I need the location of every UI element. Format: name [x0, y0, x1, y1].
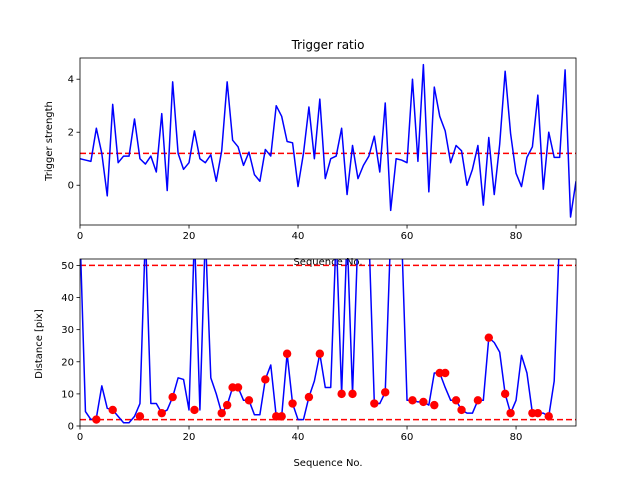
data-point — [348, 389, 357, 399]
data-point — [419, 397, 428, 407]
data-point — [484, 333, 493, 342]
x-tick-label: 60 — [401, 231, 414, 242]
reference-lines — [80, 264, 576, 421]
y-axis-label: Distance [pix] — [34, 309, 45, 379]
y-axis-label: Trigger strength — [44, 101, 55, 182]
data-point — [544, 412, 553, 421]
axis-ticks: 0 20 40 60 80 0 2 4 — [68, 75, 523, 242]
data-point — [157, 408, 166, 418]
data-point — [233, 383, 243, 392]
data-point — [430, 400, 439, 410]
data-point — [217, 408, 226, 418]
y-tick-label: 50 — [61, 261, 74, 272]
data-point — [135, 412, 145, 421]
data-point — [244, 396, 254, 405]
data-point — [370, 399, 379, 408]
x-tick-label: 20 — [183, 231, 196, 242]
data-point — [282, 349, 292, 358]
data-point — [288, 399, 297, 408]
data-point — [451, 396, 461, 405]
x-tick-label: 20 — [183, 432, 196, 443]
data-point — [440, 368, 450, 378]
y-tick-label: 0 — [68, 181, 74, 192]
y-tick-label: 2 — [68, 128, 74, 139]
axis-ticks: 0 20 40 60 80 0 10 20 30 40 50 — [61, 261, 522, 443]
x-tick-label: 80 — [510, 231, 523, 242]
plot-frame — [79, 57, 577, 226]
data-point — [222, 400, 232, 410]
trigger-ratio-subplot: Trigger ratio Trigger strength Sequence … — [44, 38, 577, 268]
plot-frame — [79, 258, 577, 427]
x-axis-label: Sequence No. — [293, 257, 362, 268]
data-point — [473, 396, 483, 405]
y-tick-label: 20 — [61, 357, 74, 368]
data-point — [506, 408, 515, 418]
x-tick-label: 0 — [77, 432, 83, 443]
data-point — [381, 388, 390, 397]
data-markers — [92, 333, 553, 424]
data-point — [457, 405, 466, 415]
data-point — [261, 375, 270, 384]
x-tick-label: 80 — [510, 432, 523, 443]
data-point — [408, 396, 417, 405]
y-tick-label: 10 — [61, 389, 74, 400]
distance-subplot: Distance [pix] Sequence No. 0 20 40 60 80 0 10… — [34, 258, 577, 469]
x-axis-label: Sequence No. — [293, 458, 362, 469]
x-tick-label: 0 — [77, 231, 83, 242]
data-point — [190, 405, 199, 415]
data-series — [80, 63, 576, 218]
y-tick-label: 4 — [68, 75, 74, 86]
x-tick-label: 60 — [401, 432, 414, 443]
data-point — [92, 415, 101, 424]
data-point — [108, 405, 117, 415]
data-point — [304, 392, 314, 402]
data-point — [500, 389, 510, 399]
y-tick-label: 30 — [61, 325, 74, 336]
x-tick-label: 40 — [292, 231, 305, 242]
y-tick-label: 40 — [61, 293, 74, 304]
series-line — [80, 63, 576, 218]
data-point — [277, 412, 286, 421]
y-tick-label: 0 — [68, 422, 74, 433]
x-tick-label: 40 — [292, 432, 305, 443]
data-point — [315, 349, 325, 358]
data-point — [337, 389, 346, 399]
data-point — [168, 392, 177, 402]
data-point — [533, 408, 543, 418]
chart-title: Trigger ratio — [291, 38, 365, 52]
